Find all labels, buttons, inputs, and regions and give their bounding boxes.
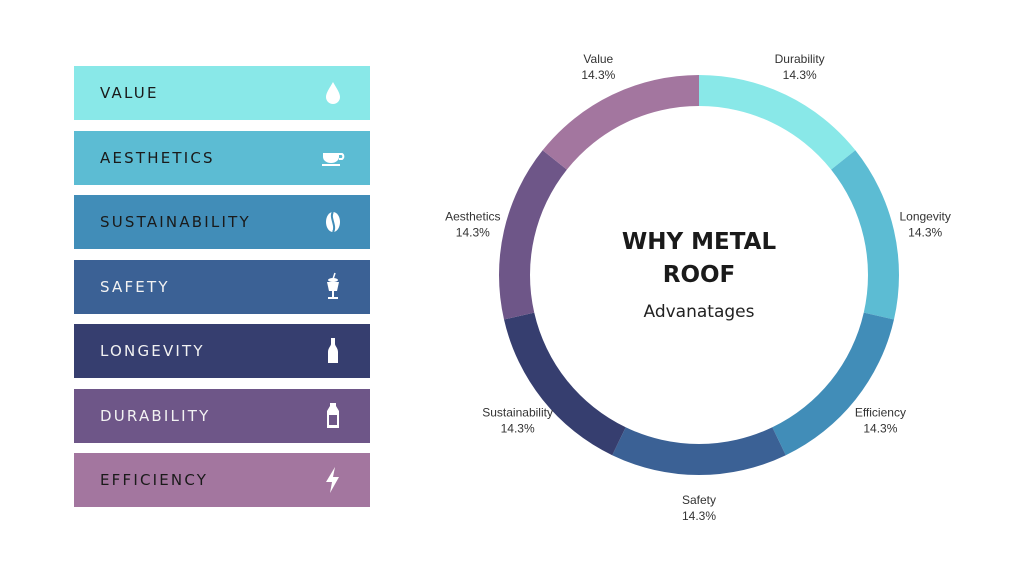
milkshake-glass-icon	[327, 272, 339, 299]
milk-bottle-icon	[327, 402, 339, 428]
slice-labels: Durability 14.3% Longevity 14.3% Efficiency 1…	[445, 52, 951, 523]
water-drop-icon	[326, 82, 340, 104]
slice-label-durability: Durability	[775, 52, 825, 66]
slice-durability	[699, 75, 856, 170]
slice-efficiency	[772, 312, 894, 456]
slice-value-aesthetics: 14.3%	[456, 225, 490, 239]
legend-item-safety: SAFETY	[74, 259, 370, 314]
legend-item-label: VALUE	[100, 84, 159, 102]
legend-item-label: EFFICIENCY	[100, 471, 209, 489]
legend-item-label: AESTHETICS	[100, 148, 215, 167]
slice-value-sustainability: 14.3%	[501, 422, 535, 436]
slice-label-sustainability: Sustainability	[482, 406, 553, 420]
legend-item-efficiency: EFFICIENCY	[74, 453, 370, 507]
legend-item-label: SAFETY	[100, 277, 170, 296]
chart-subtitle: Advanatages	[644, 302, 755, 322]
slice-label-value: Value	[583, 52, 613, 66]
slice-longevity	[831, 150, 900, 320]
slice-value-durability: 14.3%	[783, 68, 817, 82]
coffee-bean-icon	[326, 211, 340, 233]
slice-value-safety: 14.3%	[682, 509, 716, 523]
slice-safety	[612, 427, 786, 475]
legend-item-label: DURABILITY	[100, 406, 211, 425]
slice-value-efficiency: 14.3%	[863, 422, 897, 436]
legend-item-longevity: LONGEVITY	[74, 324, 370, 378]
slices	[499, 75, 900, 475]
slice-label-safety: Safety	[682, 493, 716, 507]
legend-item-value: VALUE	[74, 66, 370, 120]
lightning-bolt-icon	[326, 467, 339, 493]
slice-sustainability	[504, 312, 626, 456]
slice-label-longevity: Longevity	[899, 209, 950, 223]
slice-value-longevity: 14.3%	[908, 225, 942, 239]
chart-title-line-1: WHY METAL	[622, 229, 777, 255]
slice-label-efficiency: Efficiency	[855, 406, 906, 420]
legend-item-aesthetics: AESTHETICS	[74, 130, 370, 185]
legend-item-label: SUSTAINABILITY	[100, 213, 251, 231]
coffee-cup-icon	[322, 152, 345, 166]
slice-value-value: 14.3%	[581, 68, 615, 82]
soda-bottle-icon	[328, 338, 338, 363]
chart-title-line-2: ROOF	[663, 262, 736, 288]
legend-item-label: LONGEVITY	[100, 342, 205, 360]
slice-value	[542, 75, 699, 170]
legend-item-sustainability: SUSTAINABILITY	[74, 195, 370, 249]
slice-label-aesthetics: Aesthetics	[445, 209, 500, 223]
slice-aesthetics	[499, 150, 567, 320]
legend-item-durability: DURABILITY	[74, 388, 370, 443]
